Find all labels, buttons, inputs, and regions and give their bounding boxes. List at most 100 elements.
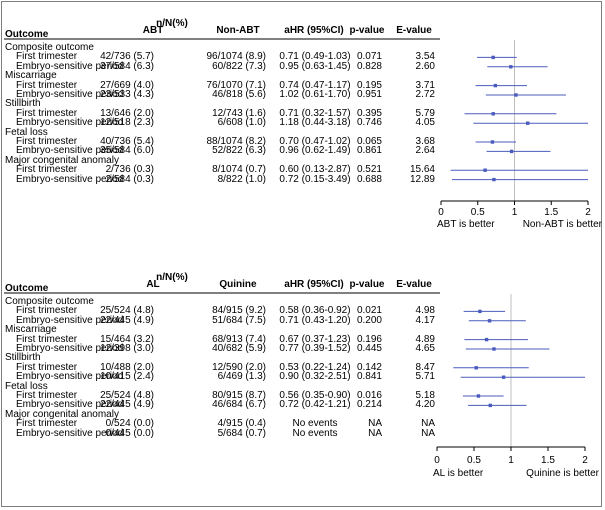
x-tick-label: 0.5	[470, 207, 485, 218]
cell-group1: 2/584 (0.3)	[105, 173, 154, 185]
cell-group1: 15/464 (3.2)	[100, 333, 154, 345]
cell-evalue: 3.71	[415, 79, 435, 91]
x-tick-label: 1.5	[541, 455, 555, 466]
cell-pvalue: 0.688	[356, 173, 382, 185]
cell-group1: 0/524 (0.0)	[105, 418, 154, 430]
cell-evalue: NA	[421, 427, 435, 439]
cell-ahr: 0.96 (0.62-1.49)	[279, 145, 351, 157]
cell-ahr: 0.70 (0.47-1.02)	[279, 136, 351, 147]
row-label: First trimester	[16, 305, 78, 317]
cell-pvalue: 0.861	[356, 145, 382, 157]
point-estimate	[492, 177, 496, 182]
cell-evalue: 8.47	[415, 361, 435, 373]
cell-group2: 5/684 (0.7)	[217, 427, 266, 439]
x-tick-label: 2	[585, 207, 591, 218]
point-estimate	[474, 366, 478, 370]
row-label: Embryo-sensitive period	[16, 117, 124, 129]
row-label: First trimester	[16, 390, 78, 401]
cell-group2: 8/1074 (0.7)	[212, 164, 266, 176]
cell-evalue: 15.64	[409, 164, 435, 176]
cell-group1: 12/518 (2.3)	[100, 117, 154, 129]
cell-ahr: 0.74 (0.47-1.17)	[279, 79, 351, 91]
cell-ahr: 0.95 (0.63-1.45)	[279, 60, 351, 72]
point-estimate	[476, 394, 481, 398]
row-label: First trimester	[16, 79, 78, 91]
cell-group1: 27/669 (4.0)	[100, 79, 154, 91]
header-pvalue: p-value	[349, 279, 385, 290]
row-label: Embryo-sensitive period	[16, 399, 124, 411]
header-group1: AL	[146, 279, 160, 290]
cell-ahr: 1.18 (0.44-3.18)	[279, 117, 351, 129]
cell-ahr: 0.71 (0.32-1.57)	[279, 107, 351, 119]
x-tick-label: 0.5	[467, 455, 481, 466]
row-label: Embryo-sensitive period	[16, 427, 124, 439]
cell-evalue: 4.20	[415, 399, 435, 411]
point-estimate	[490, 140, 495, 144]
point-estimate	[488, 403, 492, 408]
cell-group2: 4/915 (0.4)	[217, 418, 266, 430]
point-estimate	[509, 149, 514, 154]
row-label: Embryo-sensitive period	[16, 314, 124, 326]
cell-group2: 68/913 (7.4)	[212, 333, 266, 345]
cell-group2: 88/1074 (8.2)	[206, 136, 267, 147]
cell-pvalue: 0.200	[356, 314, 382, 326]
cell-ahr: 0.67 (0.37-1.23)	[279, 333, 351, 345]
cell-pvalue: NA	[368, 418, 382, 430]
cell-group1: 22/445 (4.9)	[100, 399, 154, 411]
cell-ahr: 0.53 (0.22-1.24)	[279, 361, 351, 373]
cell-ahr: 0.72 (0.42-1.21)	[279, 399, 351, 411]
cell-ahr: 0.71 (0.43-1.20)	[279, 314, 351, 326]
cell-group1: 22/445 (4.9)	[100, 314, 154, 326]
cell-group1: 10/488 (2.0)	[100, 361, 154, 373]
group-label: Major congenital anomaly	[5, 408, 119, 420]
x-tick-label: 2	[582, 455, 588, 466]
right-note: Non-ABT is better	[522, 219, 602, 230]
header-pvalue: p-value	[349, 25, 385, 36]
cell-group2: 84/915 (9.2)	[212, 305, 266, 317]
row-label: Embryo-sensitive period	[16, 173, 124, 185]
cell-ahr: No events	[292, 427, 338, 439]
cell-pvalue: 0.195	[356, 79, 382, 91]
cell-group2: 12/590 (2.0)	[212, 361, 266, 373]
cell-evalue: 5.79	[415, 107, 435, 119]
cell-group2: 8/822 (1.0)	[217, 173, 266, 185]
cell-group1: 2/736 (0.3)	[105, 164, 154, 176]
point-estimate	[493, 83, 498, 88]
cell-group1: 0/445 (0.0)	[105, 427, 154, 439]
cell-ahr: 0.60 (0.13-2.87)	[279, 164, 351, 176]
left-note: AL is better	[433, 468, 484, 479]
cell-pvalue: 0.841	[356, 371, 382, 383]
point-estimate	[492, 347, 496, 351]
cell-group2: 46/684 (6.7)	[212, 399, 266, 411]
cell-group1: 37/584 (6.3)	[100, 60, 154, 72]
cell-pvalue: 0.951	[356, 89, 382, 100]
cell-pvalue: 0.828	[356, 60, 382, 72]
point-estimate	[491, 112, 495, 116]
header-ahr: aHR (95%CI)	[284, 25, 344, 36]
cell-pvalue: 0.071	[356, 51, 382, 63]
header-nN: n/N(%)	[156, 272, 188, 283]
cell-pvalue: 0.065	[356, 136, 382, 147]
cell-group2: 6/469 (1.3)	[217, 371, 266, 383]
cell-group2: 80/915 (8.7)	[212, 390, 266, 401]
row-label: Embryo-sensitive period	[16, 371, 124, 383]
cell-pvalue: 0.021	[356, 305, 382, 317]
cell-pvalue: 0.196	[356, 333, 382, 345]
point-estimate	[514, 93, 518, 97]
cell-evalue: NA	[421, 418, 435, 430]
point-estimate	[509, 65, 513, 69]
group-label: Miscarriage	[5, 70, 57, 82]
cell-evalue: 2.64	[415, 145, 435, 157]
point-estimate	[484, 337, 489, 342]
cell-evalue: 5.18	[415, 390, 435, 401]
cell-pvalue: 0.445	[356, 343, 382, 354]
cell-ahr: 0.71 (0.49-1.03)	[279, 51, 351, 63]
row-label: First trimester	[16, 136, 78, 147]
group-label: Fetal loss	[5, 380, 48, 392]
cell-group1: 42/736 (5.7)	[100, 51, 154, 63]
header-group2: Quinine	[219, 279, 257, 290]
x-tick-label: 0	[434, 455, 440, 466]
cell-evalue: 4.89	[415, 333, 435, 345]
cell-group1: 25/524 (4.8)	[100, 305, 154, 317]
